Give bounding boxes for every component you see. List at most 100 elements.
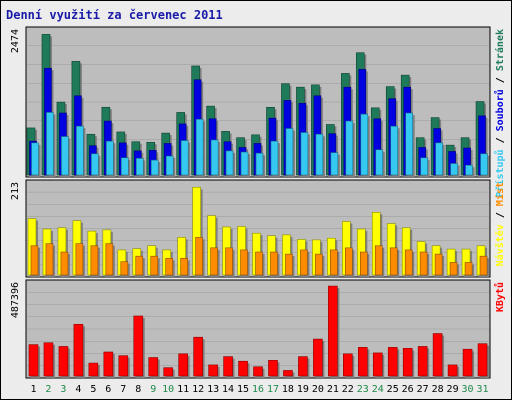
x-tick-label-day-12: 12 [192,384,204,395]
legend-míst: Míst [494,182,506,206]
bar-kbytu-day-7 [118,355,129,377]
bar-pristupu-day-6 [106,140,114,176]
bar-kbytu-day-17 [268,360,278,377]
x-tick-label-day-21: 21 [327,384,339,395]
bar-mist-day-11 [180,257,188,276]
x-tick-label-day-22: 22 [342,384,354,395]
bar-mist-day-15 [240,249,248,276]
bar-kbytu-day-4 [73,323,84,377]
bar-kbytu-day-13 [208,364,218,377]
x-tick-label-day-4: 4 [75,384,81,395]
bar-mist-day-10 [165,257,174,276]
bar-mist-day-22 [345,247,353,276]
bar-kbytu-day-30 [462,348,473,377]
bar-kbytu-day-2 [43,342,54,377]
bar-mist-day-26 [404,249,413,276]
x-tick-label-day-20: 20 [312,384,324,395]
bar-mist-day-4 [75,243,84,276]
bar-mist-day-1 [30,245,39,276]
bar-pristupu-day-30 [465,164,473,176]
bar-pristupu-day-12 [195,119,204,176]
bar-mist-day-25 [389,247,398,276]
bar-kbytu-day-31 [477,343,488,377]
bar-mist-day-23 [359,251,368,276]
x-tick-label-day-24: 24 [372,384,384,395]
x-tick-label-day-5: 5 [90,384,96,395]
bar-kbytu-day-9 [148,357,159,377]
bar-pristupu-day-2 [46,112,54,176]
bar-pristupu-day-10 [165,155,174,176]
bar-pristupu-day-27 [420,157,428,176]
bar-kbytu-day-28 [432,333,443,377]
x-tick-label-day-28: 28 [432,384,444,395]
x-tick-label-day-23: 23 [357,384,369,395]
bar-kbytu-day-23 [357,347,368,377]
legend-kbytů: KBytů [493,282,506,312]
bar-pristupu-day-28 [435,142,443,176]
bar-kbytu-day-18 [283,370,293,377]
bar-mist-day-14 [225,247,233,276]
x-tick-label-day-18: 18 [282,384,294,395]
bar-mist-day-9 [150,255,159,276]
bar-pristupu-day-17 [270,140,279,176]
bar-kbytu-day-3 [58,346,69,377]
x-tick-label-day-30: 30 [462,384,474,395]
bar-pristupu-day-18 [285,128,294,176]
bar-kbytu-day-6 [103,351,114,377]
legend-souborů: Souborů [493,89,506,131]
bar-pristupu-day-24 [375,149,384,176]
x-tick-label-day-3: 3 [60,384,66,395]
bar-pristupu-day-19 [300,132,309,176]
bar-mist-day-30 [464,262,473,276]
bar-mist-day-29 [449,262,458,276]
x-tick-label-day-9: 9 [150,384,156,395]
bar-kbytu-day-27 [417,346,428,377]
x-tick-label-day-1: 1 [30,384,36,395]
legend-separator: / [495,131,506,149]
bar-mist-day-28 [434,253,443,276]
pages-files-hits-legend: Přístupů / Souborů / Stránek [493,29,506,198]
bar-kbytu-day-10 [163,367,174,377]
bar-mist-day-6 [105,243,114,276]
bar-pristupu-day-29 [450,163,458,176]
x-tick-label-day-16: 16 [252,384,264,395]
x-tick-label-day-7: 7 [120,384,126,395]
legend-návštěv: Návštěv [494,224,506,266]
x-tick-label-day-29: 29 [447,384,459,395]
bar-pristupu-day-16 [255,152,264,176]
bar-kbytu-day-26 [402,348,413,377]
bar-mist-day-3 [60,251,69,276]
bar-pristupu-day-11 [180,140,189,176]
bar-pristupu-day-25 [390,125,399,176]
bar-mist-day-17 [270,251,278,276]
bar-mist-day-21 [330,249,338,276]
x-tick-label-day-15: 15 [237,384,249,395]
bar-pristupu-day-4 [76,125,84,176]
legend-stránek: Stránek [494,29,506,71]
bar-pristupu-day-22 [345,120,354,176]
bar-kbytu-day-20 [313,338,323,377]
x-tick-label-day-8: 8 [135,384,141,395]
bar-mist-day-13 [210,247,218,276]
x-tick-label-day-31: 31 [476,384,488,395]
x-tick-label-day-27: 27 [417,384,429,395]
bar-pristupu-day-26 [405,112,413,176]
bar-pristupu-day-9 [150,159,159,176]
x-tick-label-day-26: 26 [402,384,414,395]
bar-pristupu-day-20 [315,133,324,176]
bar-kbytu-day-24 [372,352,383,377]
bar-mist-day-24 [374,245,383,276]
bar-kbytu-day-1 [28,344,39,377]
bar-kbytu-day-8 [133,315,144,377]
x-tick-label-day-2: 2 [45,384,51,395]
bar-pristupu-day-8 [135,158,144,176]
bar-mist-day-5 [90,245,99,276]
bar-mist-day-19 [300,249,308,276]
bar-mist-day-18 [285,253,293,276]
bar-kbytu-day-5 [88,362,99,377]
kbytes-legend: KBytů [493,282,506,312]
legend-separator: / [495,206,506,224]
x-tick-label-day-11: 11 [177,384,189,395]
bar-pristupu-day-31 [480,153,488,176]
